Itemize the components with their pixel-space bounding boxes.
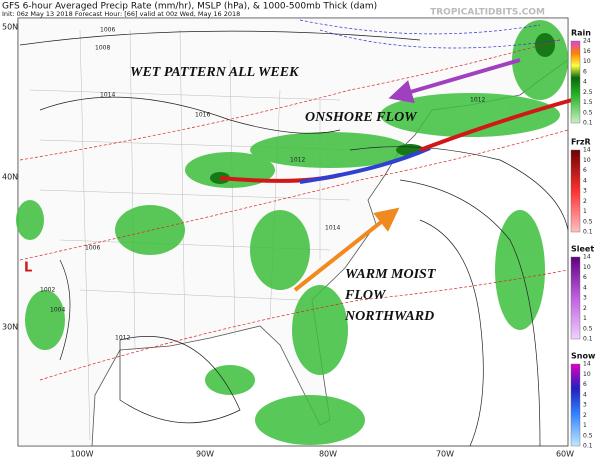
subtitle: Init: 06z May 13 2018 Forecast Hour: [66… bbox=[2, 10, 240, 18]
legend-tick-label: 4 bbox=[583, 79, 587, 86]
annotation: FLOW bbox=[344, 288, 387, 303]
legend-tick-label: 24 bbox=[583, 38, 591, 45]
isobar-label: 1012 bbox=[470, 97, 485, 104]
low-marker: L bbox=[24, 261, 32, 276]
color-bar bbox=[570, 149, 581, 233]
legend-tick-label: 2 bbox=[583, 198, 587, 205]
legend-tick-label: 0.5 bbox=[583, 325, 593, 332]
legend-tick-label: 1 bbox=[583, 422, 587, 429]
longitude-label: 100W bbox=[70, 450, 93, 459]
isobar-labels: 1006 1008 1014 1016 1012 1014 1006 1002 1004 1012… bbox=[40, 27, 485, 342]
legend-tick-label: 3 bbox=[583, 188, 587, 195]
arrow-purple bbox=[388, 58, 521, 104]
arrow-orange bbox=[293, 207, 400, 292]
isobar-label: 1014 bbox=[100, 92, 115, 99]
legend-tick-label: 6 bbox=[583, 167, 587, 174]
color-bar bbox=[570, 363, 581, 447]
latitude-label: 40N bbox=[2, 173, 18, 182]
legend-tick-label: 14 bbox=[583, 147, 591, 154]
legend-tick-label: 4 bbox=[583, 284, 587, 291]
legend-tick-label: 6 bbox=[583, 381, 587, 388]
title: GFS 6-hour Averaged Precip Rate (mm/hr),… bbox=[2, 2, 377, 12]
color-bar bbox=[570, 40, 581, 124]
isobar-label: 1016 bbox=[195, 112, 210, 119]
map-frame bbox=[16, 17, 573, 447]
legend-tick-label: 0.1 bbox=[583, 120, 593, 127]
latitude-label: 30N bbox=[2, 323, 18, 332]
legend-tick-label: 6 bbox=[583, 274, 587, 281]
legend-tick-label: 1 bbox=[583, 208, 587, 215]
annotation: WET PATTERN ALL WEEK bbox=[130, 65, 300, 80]
isobar-label: 1014 bbox=[325, 225, 340, 232]
isobar-label: 1002 bbox=[40, 287, 55, 294]
legend: Rain241610642.51.50.50.1FrzR1410643210.5… bbox=[570, 29, 596, 450]
legend-tick-label: 10 bbox=[583, 58, 591, 65]
longitude-label: 90W bbox=[196, 450, 214, 459]
isobar-label: 1008 bbox=[95, 45, 110, 52]
legend-tick-label: 0.1 bbox=[583, 336, 593, 343]
legend-tick-label: 0.1 bbox=[583, 229, 593, 236]
color-bar bbox=[570, 256, 581, 340]
legend-tick-label: 14 bbox=[583, 254, 591, 261]
isobars bbox=[19, 30, 569, 447]
thickness-lines bbox=[19, 39, 569, 381]
annotation: ONSHORE FLOW bbox=[305, 110, 418, 125]
legend-tick-label: 3 bbox=[583, 402, 587, 409]
legend-tick-label: 16 bbox=[583, 48, 591, 55]
legend-tick-label: 6 bbox=[583, 68, 587, 75]
isobar-label: 1006 bbox=[100, 27, 115, 34]
legend-tick-label: 0.1 bbox=[583, 443, 593, 450]
isobar-label: 1012 bbox=[290, 157, 305, 164]
front-blue bbox=[299, 146, 431, 184]
longitude-label: 60W bbox=[556, 450, 574, 459]
annotation: WARM MOIST bbox=[345, 267, 437, 282]
longitude-label: 80W bbox=[319, 450, 337, 459]
thickness-cold bbox=[299, 19, 561, 49]
latitude-label: 50N bbox=[2, 23, 18, 32]
legend-tick-label: 0.5 bbox=[583, 432, 593, 439]
credit: TROPICALTIDBITS.COM bbox=[430, 8, 545, 18]
front-red-east bbox=[419, 98, 573, 152]
legend-tick-label: 2 bbox=[583, 305, 587, 312]
annotation: NORTHWARD bbox=[344, 309, 434, 324]
legend-tick-label: 4 bbox=[583, 177, 587, 184]
legend-title: Sleet bbox=[571, 245, 594, 254]
legend-tick-label: 0.5 bbox=[583, 109, 593, 116]
legend-tick-label: 3 bbox=[583, 295, 587, 302]
legend-tick-label: 0.5 bbox=[583, 218, 593, 225]
isobar-label: 1004 bbox=[50, 307, 65, 314]
axis-labels: 50N 40N 30N 100W 90W 80W 70W 60W bbox=[2, 23, 574, 459]
legend-tick-label: 14 bbox=[583, 361, 591, 368]
state-lines bbox=[29, 29, 361, 441]
legend-title: Snow bbox=[571, 352, 596, 361]
legend-tick-label: 2 bbox=[583, 412, 587, 419]
legend-tick-label: 2.5 bbox=[583, 89, 593, 96]
legend-tick-label: 10 bbox=[583, 157, 591, 164]
legend-title: FrzR bbox=[571, 138, 591, 147]
legend-title: Rain bbox=[571, 29, 591, 38]
isobar-label: 1006 bbox=[85, 245, 100, 252]
legend-tick-label: 10 bbox=[583, 371, 591, 378]
legend-tick-label: 1.5 bbox=[583, 99, 593, 106]
longitude-label: 70W bbox=[436, 450, 454, 459]
isobar-label: 1012 bbox=[115, 335, 130, 342]
precip-areas bbox=[16, 20, 568, 445]
legend-tick-label: 10 bbox=[583, 264, 591, 271]
legend-tick-label: 1 bbox=[583, 315, 587, 322]
legend-tick-label: 4 bbox=[583, 391, 587, 398]
